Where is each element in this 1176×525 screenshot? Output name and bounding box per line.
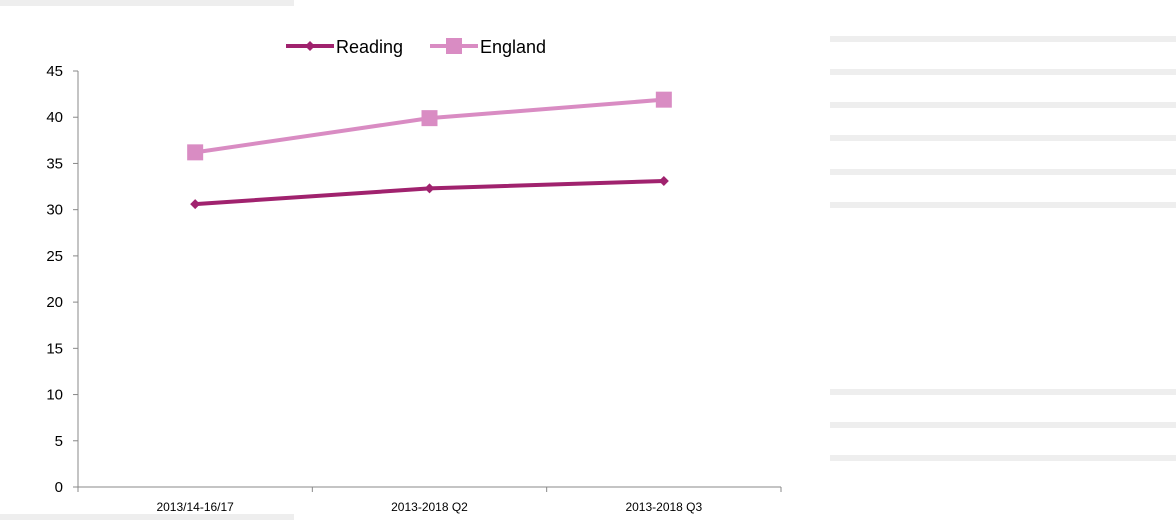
y-tick-label: 20	[46, 294, 63, 311]
y-tick-label: 35	[46, 155, 63, 172]
y-tick-label: 30	[46, 202, 63, 219]
legend-label: Reading	[336, 37, 403, 57]
legend-label: England	[480, 37, 546, 57]
x-tick-label: 2013-2018 Q2	[391, 500, 468, 514]
legend-marker-square	[446, 38, 462, 54]
right-strip-1	[830, 36, 1176, 42]
legend-item-reading: Reading	[286, 37, 403, 57]
right-strip-7	[830, 389, 1176, 395]
data-point-square	[187, 144, 204, 161]
x-tick-label: 2013/14-16/17	[156, 500, 234, 514]
y-tick-label: 25	[46, 248, 63, 265]
right-strip-4	[830, 135, 1176, 141]
data-point-diamond	[424, 183, 435, 194]
data-point-square	[421, 110, 438, 127]
y-tick-label: 10	[46, 387, 63, 404]
series-england	[187, 91, 672, 161]
legend: Reading England	[286, 37, 546, 57]
right-strip-8	[830, 422, 1176, 428]
series-layer	[187, 91, 672, 210]
bottom-left-strip	[0, 514, 294, 520]
right-strip-9	[830, 455, 1176, 461]
legend-item-england: England	[430, 37, 546, 57]
top-left-strip	[0, 0, 294, 6]
right-strip-6	[830, 202, 1176, 208]
legend-marker-diamond	[305, 41, 315, 51]
right-strip-3	[830, 102, 1176, 108]
y-tick-label: 5	[55, 433, 63, 450]
right-strip-5	[830, 169, 1176, 175]
y-tick-label: 45	[46, 63, 63, 80]
y-tick-label: 0	[55, 479, 63, 496]
axes: 0 5 10 15 20 25 30 35 40 45 2013/14-16/17 2013-2018…	[46, 63, 782, 514]
y-tick-label: 40	[46, 109, 63, 126]
right-strip-2	[830, 69, 1176, 75]
data-point-diamond	[658, 176, 669, 187]
y-tick-label: 15	[46, 340, 63, 357]
data-point-diamond	[190, 199, 201, 210]
series-reading	[190, 176, 669, 210]
x-tick-label: 2013-2018 Q3	[625, 500, 702, 514]
data-point-square	[655, 91, 672, 108]
